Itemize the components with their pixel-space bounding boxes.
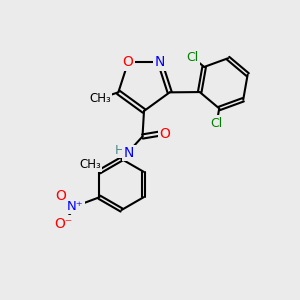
Text: H: H (114, 143, 124, 157)
Text: O: O (160, 127, 170, 140)
Text: Cl: Cl (187, 51, 199, 64)
Text: O: O (55, 189, 66, 203)
Text: N: N (124, 146, 134, 160)
Text: O⁻: O⁻ (54, 217, 73, 231)
Text: O: O (123, 55, 134, 69)
Text: Cl: Cl (211, 117, 223, 130)
Text: N⁺: N⁺ (67, 200, 84, 213)
Text: CH₃: CH₃ (79, 158, 101, 171)
Text: N: N (155, 55, 165, 69)
Text: CH₃: CH₃ (89, 92, 111, 105)
